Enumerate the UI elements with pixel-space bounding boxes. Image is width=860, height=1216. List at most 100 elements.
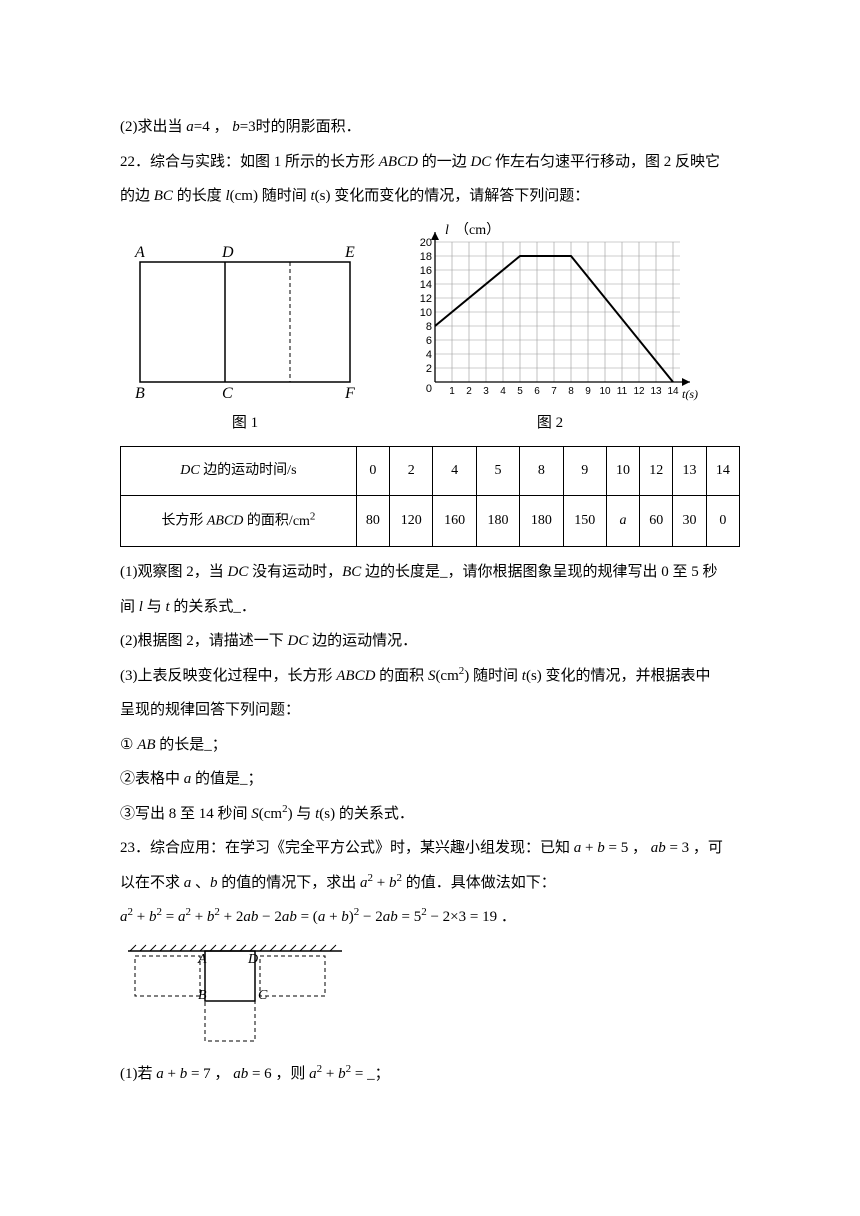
figure-1-label: 图 1	[120, 406, 370, 441]
svg-text:14: 14	[420, 279, 432, 291]
figure-23-block: A D B C	[120, 941, 740, 1051]
svg-text:18: 18	[420, 251, 432, 263]
cell: 4	[433, 447, 476, 496]
svg-text:B: B	[198, 988, 207, 1003]
svg-text:11: 11	[617, 386, 628, 397]
problem-22-q1-line2: 间 l 与 t 的关系式_．	[120, 590, 740, 625]
svg-text:12: 12	[420, 293, 432, 305]
text: 22．综合与实践：如图 1 所示的长方形 ABCD 的一边 DC 作左右匀速平行…	[120, 154, 720, 170]
text: ① AB 的长是_；	[120, 737, 227, 753]
svg-text:D: D	[221, 244, 234, 261]
svg-text:16: 16	[420, 265, 432, 277]
cell: a	[606, 496, 639, 547]
svg-text:10: 10	[599, 386, 611, 397]
data-table: DC 边的运动时间/s 0 2 4 5 8 9 10 12 13 14 长方形 …	[120, 446, 740, 547]
row1-header: DC 边的运动时间/s	[121, 447, 357, 496]
svg-text:2: 2	[426, 363, 432, 375]
svg-text:5: 5	[517, 386, 523, 397]
svg-text:E: E	[344, 244, 355, 261]
cell: 8	[520, 447, 563, 496]
svg-text:l: l	[445, 223, 449, 238]
cell: 30	[673, 496, 706, 547]
problem-22-intro-line2: 的边 BC 的长度 l(cm) 随时间 t(s) 变化而变化的情况，请解答下列问…	[120, 179, 740, 214]
text: 间 l 与 t 的关系式_．	[120, 599, 256, 615]
figure-1-block: A D E B C F 图 1	[120, 242, 370, 441]
problem-23-line1: 23．综合应用：在学习《完全平方公式》时，某兴趣小组发现：已知 a + b = …	[120, 831, 740, 866]
problem-22-q1-line1: (1)观察图 2，当 DC 没有运动时，BC 边的长度是_，请你根据图象呈现的规…	[120, 555, 740, 590]
cell: 5	[476, 447, 519, 496]
figure-23-diagram: A D B C	[120, 941, 350, 1051]
text: 23．综合应用：在学习《完全平方公式》时，某兴趣小组发现：已知 a + b = …	[120, 840, 723, 856]
svg-text:F: F	[344, 385, 355, 402]
cell: 120	[390, 496, 433, 547]
problem-22-q3-sub1: ① AB 的长是_；	[120, 728, 740, 763]
cell: 10	[606, 447, 639, 496]
svg-text:1: 1	[449, 386, 455, 397]
text: 以在不求 a 、b 的值的情况下，求出 a2 + b2 的值．具体做法如下：	[120, 875, 556, 891]
table-row: DC 边的运动时间/s 0 2 4 5 8 9 10 12 13 14	[121, 447, 740, 496]
svg-text:6: 6	[426, 335, 432, 347]
svg-text:D: D	[247, 952, 258, 967]
problem-23-q1: (1)若 a + b = 7 ， ab = 6 ，则 a2 + b2 = _；	[120, 1057, 740, 1092]
svg-text:t(s): t(s)	[682, 387, 698, 401]
svg-text:14: 14	[667, 386, 679, 397]
cell: 180	[476, 496, 519, 547]
svg-text:12: 12	[633, 386, 645, 397]
text: (1)若 a + b = 7 ， ab = 6 ，则 a2 + b2 = _；	[120, 1066, 390, 1082]
cell: 12	[640, 447, 673, 496]
problem-23-line2: 以在不求 a 、b 的值的情况下，求出 a2 + b2 的值．具体做法如下：	[120, 866, 740, 901]
text: 呈现的规律回答下列问题：	[120, 702, 300, 718]
figure-1-diagram: A D E B C F	[120, 242, 370, 402]
svg-text:20: 20	[420, 237, 432, 249]
figures-row: A D E B C F 图 1	[120, 222, 740, 441]
problem-22-q3-line2: 呈现的规律回答下列问题：	[120, 693, 740, 728]
figure-2-chart: 201816 141210 864 20 123 456 789 101112 …	[400, 222, 700, 402]
cell: 160	[433, 496, 476, 547]
cell: 0	[706, 496, 739, 547]
problem-22-q3-sub3: ③写出 8 至 14 秒间 S(cm2) 与 t(s) 的关系式．	[120, 797, 740, 832]
cell: 2	[390, 447, 433, 496]
cell: 14	[706, 447, 739, 496]
figure-2-label: 图 2	[400, 406, 700, 441]
problem-21-part2: (2)求出当 a=4 ， b=3时的阴影面积．	[120, 110, 740, 145]
text: (2)根据图 2，请描述一下 DC 边的运动情况．	[120, 633, 417, 649]
svg-text:8: 8	[426, 321, 432, 333]
svg-text:9: 9	[585, 386, 591, 397]
problem-22-q2: (2)根据图 2，请描述一下 DC 边的运动情况．	[120, 624, 740, 659]
svg-text:C: C	[222, 385, 233, 402]
svg-text:6: 6	[534, 386, 540, 397]
figure-2-block: 201816 141210 864 20 123 456 789 101112 …	[400, 222, 700, 441]
problem-23-equation: a2 + b2 = a2 + b2 + 2ab − 2ab = (a + b)2…	[120, 900, 740, 935]
text: ②表格中 a 的值是_；	[120, 771, 263, 787]
text: (2)求出当 a=4 ， b=3时的阴影面积．	[120, 119, 361, 135]
svg-text:3: 3	[483, 386, 489, 397]
svg-text:4: 4	[426, 349, 432, 361]
problem-22-intro-line1: 22．综合与实践：如图 1 所示的长方形 ABCD 的一边 DC 作左右匀速平行…	[120, 145, 740, 180]
problem-22-q3-line1: (3)上表反映变化过程中，长方形 ABCD 的面积 S(cm2) 随时间 t(s…	[120, 659, 740, 694]
cell: 9	[563, 447, 606, 496]
svg-text:A: A	[197, 952, 207, 967]
problem-22-q3-sub2: ②表格中 a 的值是_；	[120, 762, 740, 797]
svg-text:2: 2	[466, 386, 472, 397]
cell: 80	[356, 496, 389, 547]
svg-text:13: 13	[650, 386, 662, 397]
equation-text: a2 + b2 = a2 + b2 + 2ab − 2ab = (a + b)2…	[120, 909, 516, 925]
svg-text:7: 7	[551, 386, 557, 397]
text: ③写出 8 至 14 秒间 S(cm2) 与 t(s) 的关系式．	[120, 806, 414, 822]
cell: 13	[673, 447, 706, 496]
text: (3)上表反映变化过程中，长方形 ABCD 的面积 S(cm2) 随时间 t(s…	[120, 668, 711, 684]
svg-text:B: B	[135, 385, 145, 402]
text: (1)观察图 2，当 DC 没有运动时，BC 边的长度是_，请你根据图象呈现的规…	[120, 564, 718, 580]
cell: 0	[356, 447, 389, 496]
svg-text:8: 8	[568, 386, 574, 397]
cell: 180	[520, 496, 563, 547]
svg-text:0: 0	[426, 383, 432, 395]
cell: 150	[563, 496, 606, 547]
row2-header: 长方形 ABCD 的面积/cm2	[121, 496, 357, 547]
table-row: 长方形 ABCD 的面积/cm2 80 120 160 180 180 150 …	[121, 496, 740, 547]
svg-text:4: 4	[500, 386, 506, 397]
svg-text:（cm）: （cm）	[455, 222, 500, 238]
svg-text:C: C	[258, 988, 268, 1003]
text: 的边 BC 的长度 l(cm) 随时间 t(s) 变化而变化的情况，请解答下列问…	[120, 188, 589, 204]
svg-text:A: A	[134, 244, 145, 261]
